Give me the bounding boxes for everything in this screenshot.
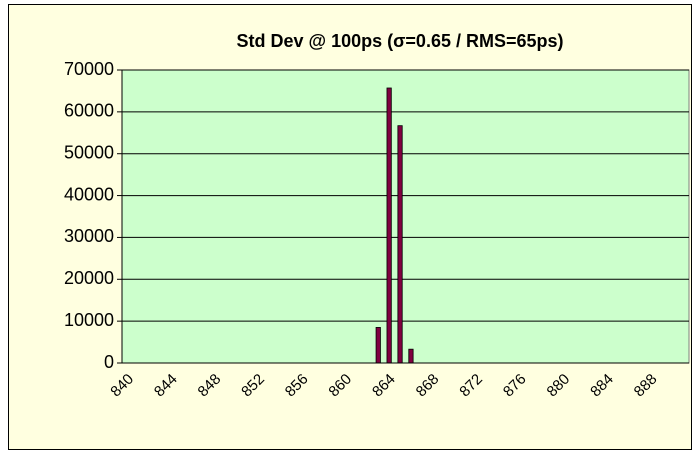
y-tick-label: 40000 — [64, 184, 114, 204]
y-tick-label: 10000 — [64, 310, 114, 330]
y-tick-label: 0 — [104, 352, 114, 372]
y-tick-label: 50000 — [64, 142, 114, 162]
y-tick-label: 60000 — [64, 101, 114, 121]
chart-title: Std Dev @ 100ps (σ=0.65 / RMS=65ps) — [237, 31, 564, 51]
bar — [386, 87, 392, 364]
y-tick-label: 20000 — [64, 268, 114, 288]
bar — [375, 327, 381, 364]
bar — [397, 125, 403, 364]
y-tick-label: 70000 — [64, 59, 114, 79]
y-tick-label: 30000 — [64, 226, 114, 246]
bar — [408, 348, 414, 364]
plot-area — [121, 69, 690, 364]
